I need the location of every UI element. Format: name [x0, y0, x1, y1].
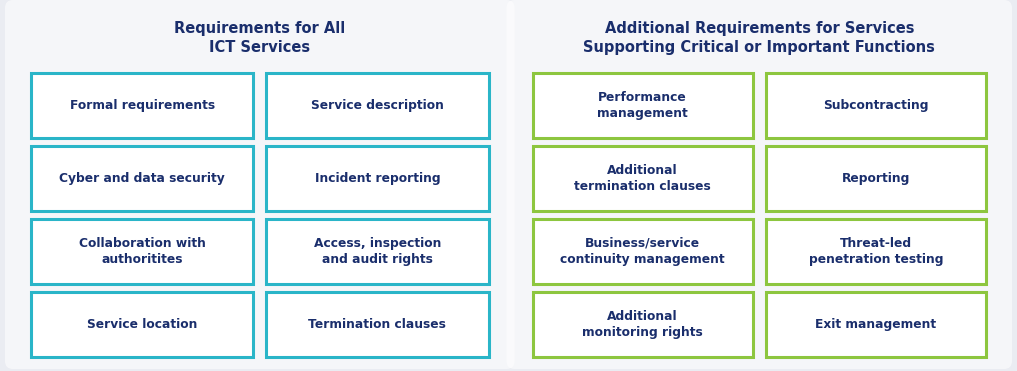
Text: Service location: Service location — [86, 318, 197, 331]
FancyBboxPatch shape — [266, 73, 488, 138]
Text: Threat-led
penetration testing: Threat-led penetration testing — [809, 237, 943, 266]
FancyBboxPatch shape — [266, 146, 488, 211]
Text: Formal requirements: Formal requirements — [69, 99, 215, 112]
FancyBboxPatch shape — [506, 0, 1012, 369]
Text: Access, inspection
and audit rights: Access, inspection and audit rights — [313, 237, 441, 266]
Text: Performance
management: Performance management — [597, 91, 689, 121]
FancyBboxPatch shape — [766, 73, 986, 138]
Text: Additional
termination clauses: Additional termination clauses — [575, 164, 711, 193]
FancyBboxPatch shape — [5, 0, 515, 369]
Text: Collaboration with
authoritites: Collaboration with authoritites — [78, 237, 205, 266]
Text: Exit management: Exit management — [816, 318, 937, 331]
FancyBboxPatch shape — [766, 219, 986, 284]
Text: Reporting: Reporting — [842, 172, 910, 185]
Text: Termination clauses: Termination clauses — [308, 318, 446, 331]
FancyBboxPatch shape — [533, 219, 753, 284]
FancyBboxPatch shape — [533, 73, 753, 138]
Text: Business/service
continuity management: Business/service continuity management — [560, 237, 725, 266]
Text: Subcontracting: Subcontracting — [823, 99, 929, 112]
FancyBboxPatch shape — [31, 146, 253, 211]
Text: Incident reporting: Incident reporting — [314, 172, 440, 185]
Text: Cyber and data security: Cyber and data security — [59, 172, 225, 185]
FancyBboxPatch shape — [266, 292, 488, 357]
FancyBboxPatch shape — [31, 219, 253, 284]
FancyBboxPatch shape — [766, 292, 986, 357]
FancyBboxPatch shape — [266, 219, 488, 284]
FancyBboxPatch shape — [31, 292, 253, 357]
Text: Additional Requirements for Services
Supporting Critical or Important Functions: Additional Requirements for Services Sup… — [584, 21, 936, 55]
Text: Additional
monitoring rights: Additional monitoring rights — [583, 309, 703, 339]
FancyBboxPatch shape — [533, 292, 753, 357]
Text: Requirements for All
ICT Services: Requirements for All ICT Services — [174, 21, 346, 55]
FancyBboxPatch shape — [766, 146, 986, 211]
Text: Service description: Service description — [311, 99, 443, 112]
FancyBboxPatch shape — [31, 73, 253, 138]
FancyBboxPatch shape — [533, 146, 753, 211]
